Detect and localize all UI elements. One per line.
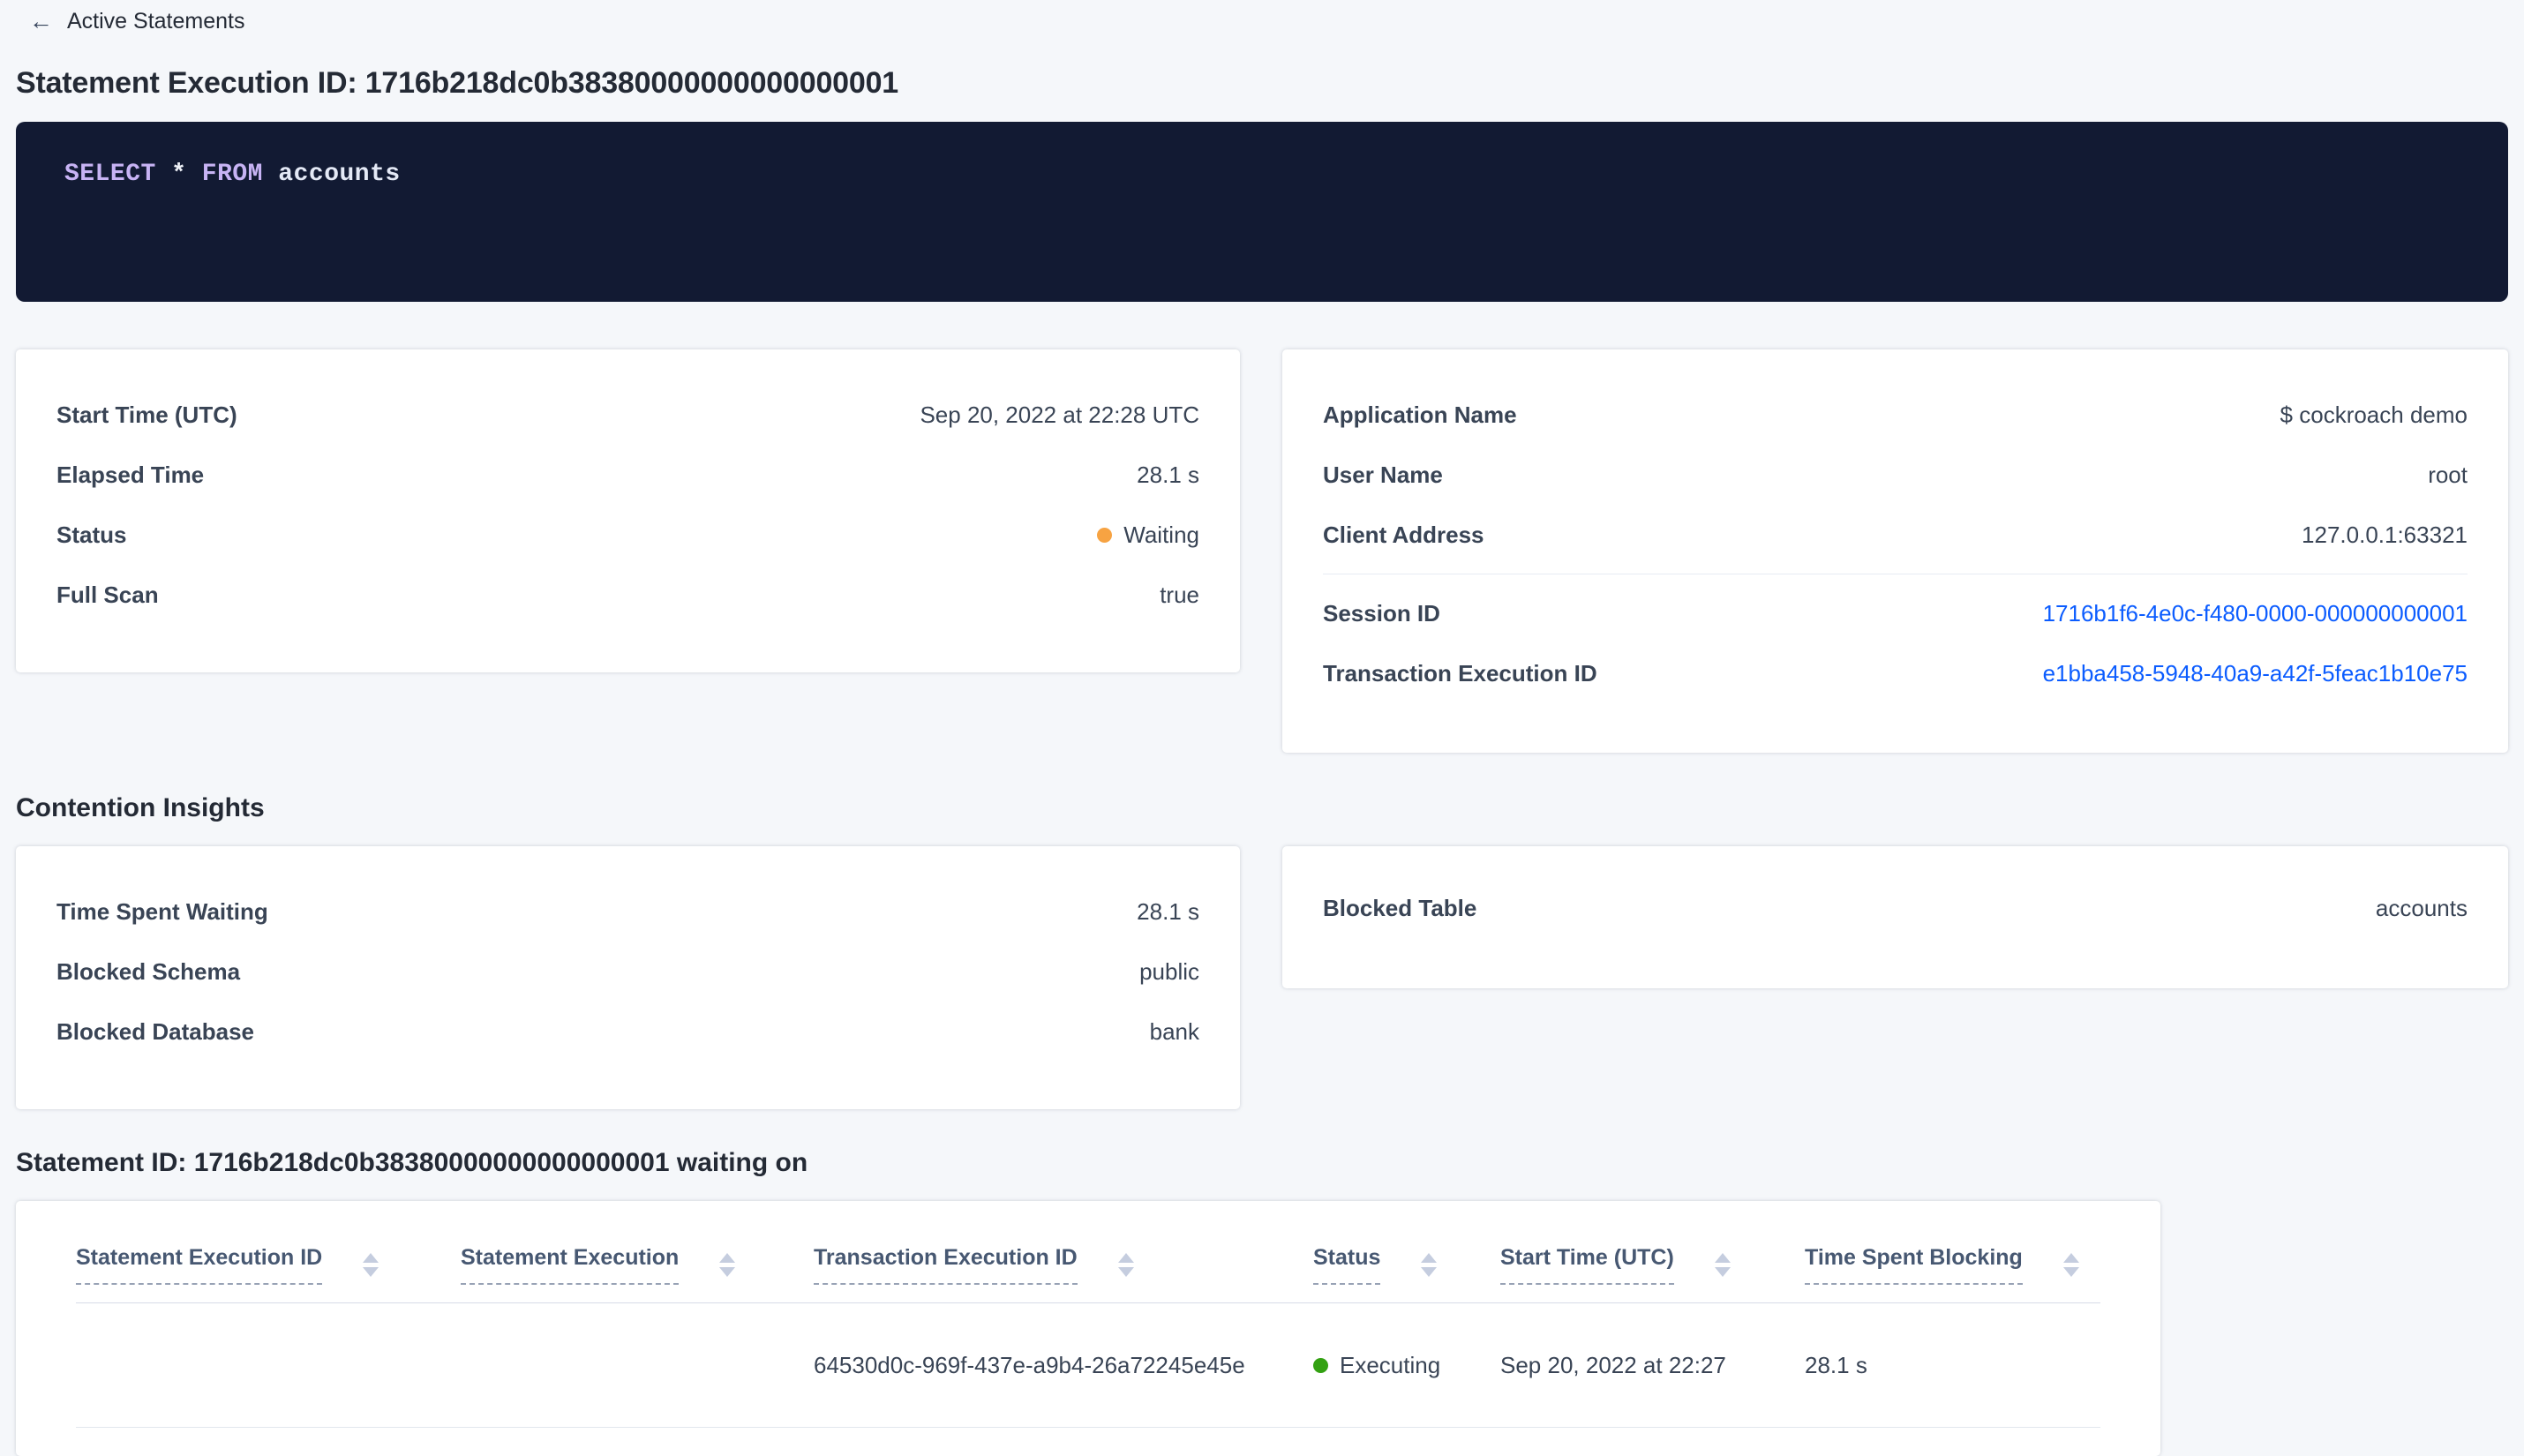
column-header-status[interactable]: Status bbox=[1313, 1219, 1500, 1303]
status-label: Waiting bbox=[1123, 521, 1199, 548]
executing-status-dot-icon bbox=[1313, 1357, 1328, 1373]
sql-star: * bbox=[171, 161, 187, 188]
row-value: root bbox=[2428, 461, 2468, 488]
row-blocked-table: Blocked Table accounts bbox=[1323, 878, 2468, 938]
waiting-on-table-card: Statement Execution ID Statement Executi… bbox=[16, 1201, 2160, 1456]
row-full-scan: Full Scan true bbox=[56, 565, 1199, 625]
column-header-time-spent-blocking[interactable]: Time Spent Blocking bbox=[1805, 1219, 2100, 1303]
row-session-id: Session ID 1716b1f6-4e0c-f480-0000-00000… bbox=[1323, 583, 2468, 643]
sql-keyword-select: SELECT bbox=[64, 161, 156, 188]
row-label: Client Address bbox=[1323, 521, 1484, 548]
row-user-name: User Name root bbox=[1323, 445, 2468, 505]
sort-arrows-icon bbox=[2062, 1253, 2079, 1277]
row-value: $ cockroach demo bbox=[2280, 401, 2468, 428]
overview-card: Start Time (UTC) Sep 20, 2022 at 22:28 U… bbox=[16, 349, 1240, 672]
back-arrow-icon: ← bbox=[29, 8, 53, 34]
row-transaction-execution-id: Transaction Execution ID e1bba458-5948-4… bbox=[1323, 643, 2468, 703]
row-label: Elapsed Time bbox=[56, 461, 205, 488]
row-value: 28.1 s bbox=[1137, 461, 1199, 488]
row-label: Time Spent Waiting bbox=[56, 897, 268, 925]
cell-statement-execution-id bbox=[76, 1302, 461, 1428]
cell-transaction-execution-id: 64530d0c-969f-437e-a9b4-26a72245e45e bbox=[814, 1302, 1313, 1428]
back-link-label: Active Statements bbox=[67, 9, 245, 34]
row-label: Application Name bbox=[1323, 401, 1517, 428]
session-id-link[interactable]: 1716b1f6-4e0c-f480-0000-000000000001 bbox=[2042, 599, 2468, 627]
waiting-status-dot-icon bbox=[1097, 527, 1113, 543]
cell-statement-execution bbox=[461, 1302, 814, 1428]
row-value: true bbox=[1160, 581, 1199, 608]
sql-statement-box: SELECT * FROM accounts bbox=[16, 122, 2508, 302]
cell-time-spent-blocking: 28.1 s bbox=[1805, 1302, 2100, 1428]
row-value: public bbox=[1139, 957, 1199, 985]
page-title: Statement Execution ID: 1716b218dc0b3838… bbox=[16, 66, 898, 100]
row-value: accounts bbox=[2375, 894, 2468, 921]
row-label: User Name bbox=[1323, 461, 1443, 488]
column-header-statement-execution[interactable]: Statement Execution bbox=[461, 1219, 814, 1303]
row-value: 127.0.0.1:63321 bbox=[2302, 521, 2468, 548]
waiting-on-heading: Statement ID: 1716b218dc0b38380000000000… bbox=[16, 1148, 808, 1177]
table-row: 64530d0c-969f-437e-a9b4-26a72245e45e Exe… bbox=[76, 1302, 2100, 1428]
status-badge: Executing bbox=[1313, 1352, 1500, 1379]
row-blocked-database: Blocked Database bank bbox=[56, 1002, 1199, 1062]
column-header-transaction-execution-id[interactable]: Transaction Execution ID bbox=[814, 1219, 1313, 1303]
row-label: Blocked Schema bbox=[56, 957, 241, 985]
row-label: Blocked Table bbox=[1323, 894, 1477, 921]
column-header-start-time[interactable]: Start Time (UTC) bbox=[1500, 1219, 1805, 1303]
sort-arrows-icon bbox=[1714, 1253, 1731, 1277]
back-link[interactable]: ← Active Statements bbox=[16, 0, 244, 34]
column-label: Status bbox=[1313, 1245, 1381, 1285]
sort-arrows-icon bbox=[1421, 1253, 1438, 1277]
waiting-on-table: Statement Execution ID Statement Executi… bbox=[76, 1219, 2100, 1428]
row-status: Status Waiting bbox=[56, 505, 1199, 565]
row-time-spent-waiting: Time Spent Waiting 28.1 s bbox=[56, 882, 1199, 942]
sort-arrows-icon bbox=[363, 1253, 379, 1277]
column-label: Transaction Execution ID bbox=[814, 1245, 1078, 1285]
row-label: Full Scan bbox=[56, 581, 159, 608]
row-blocked-schema: Blocked Schema public bbox=[56, 942, 1199, 1002]
transaction-execution-id-link[interactable]: e1bba458-5948-40a9-a42f-5feac1b10e75 bbox=[2042, 659, 2468, 687]
contention-right-card: Blocked Table accounts bbox=[1282, 846, 2508, 988]
row-client-address: Client Address 127.0.0.1:63321 bbox=[1323, 505, 2468, 565]
status-badge: Waiting bbox=[1097, 522, 1199, 549]
column-label: Start Time (UTC) bbox=[1500, 1245, 1674, 1285]
row-value: Sep 20, 2022 at 22:28 UTC bbox=[920, 401, 1199, 428]
row-elapsed-time: Elapsed Time 28.1 s bbox=[56, 445, 1199, 505]
sort-arrows-icon bbox=[719, 1253, 736, 1277]
cell-status: Executing bbox=[1313, 1302, 1500, 1428]
cell-start-time: Sep 20, 2022 at 22:27 bbox=[1500, 1302, 1805, 1428]
column-header-statement-execution-id[interactable]: Statement Execution ID bbox=[76, 1219, 461, 1303]
row-label: Session ID bbox=[1323, 599, 1440, 627]
contention-left-card: Time Spent Waiting 28.1 s Blocked Schema… bbox=[16, 846, 1240, 1109]
sql-keyword-from: FROM bbox=[201, 161, 263, 188]
row-label: Blocked Database bbox=[56, 1017, 254, 1045]
row-start-time: Start Time (UTC) Sep 20, 2022 at 22:28 U… bbox=[56, 385, 1199, 445]
row-label: Transaction Execution ID bbox=[1323, 659, 1597, 687]
sort-arrows-icon bbox=[1117, 1253, 1134, 1277]
sql-table-name: accounts bbox=[278, 161, 401, 188]
contention-insights-heading: Contention Insights bbox=[16, 793, 265, 822]
row-value: bank bbox=[1149, 1017, 1199, 1045]
column-label: Time Spent Blocking bbox=[1805, 1245, 2023, 1285]
status-label: Executing bbox=[1340, 1351, 1441, 1378]
column-label: Statement Execution ID bbox=[76, 1245, 323, 1285]
row-application-name: Application Name $ cockroach demo bbox=[1323, 385, 2468, 445]
row-label: Start Time (UTC) bbox=[56, 401, 237, 428]
row-label: Status bbox=[56, 521, 127, 548]
table-header-row: Statement Execution ID Statement Executi… bbox=[76, 1219, 2100, 1303]
row-value: 28.1 s bbox=[1137, 897, 1199, 925]
column-label: Statement Execution bbox=[461, 1245, 680, 1285]
session-card: Application Name $ cockroach demo User N… bbox=[1282, 349, 2508, 753]
